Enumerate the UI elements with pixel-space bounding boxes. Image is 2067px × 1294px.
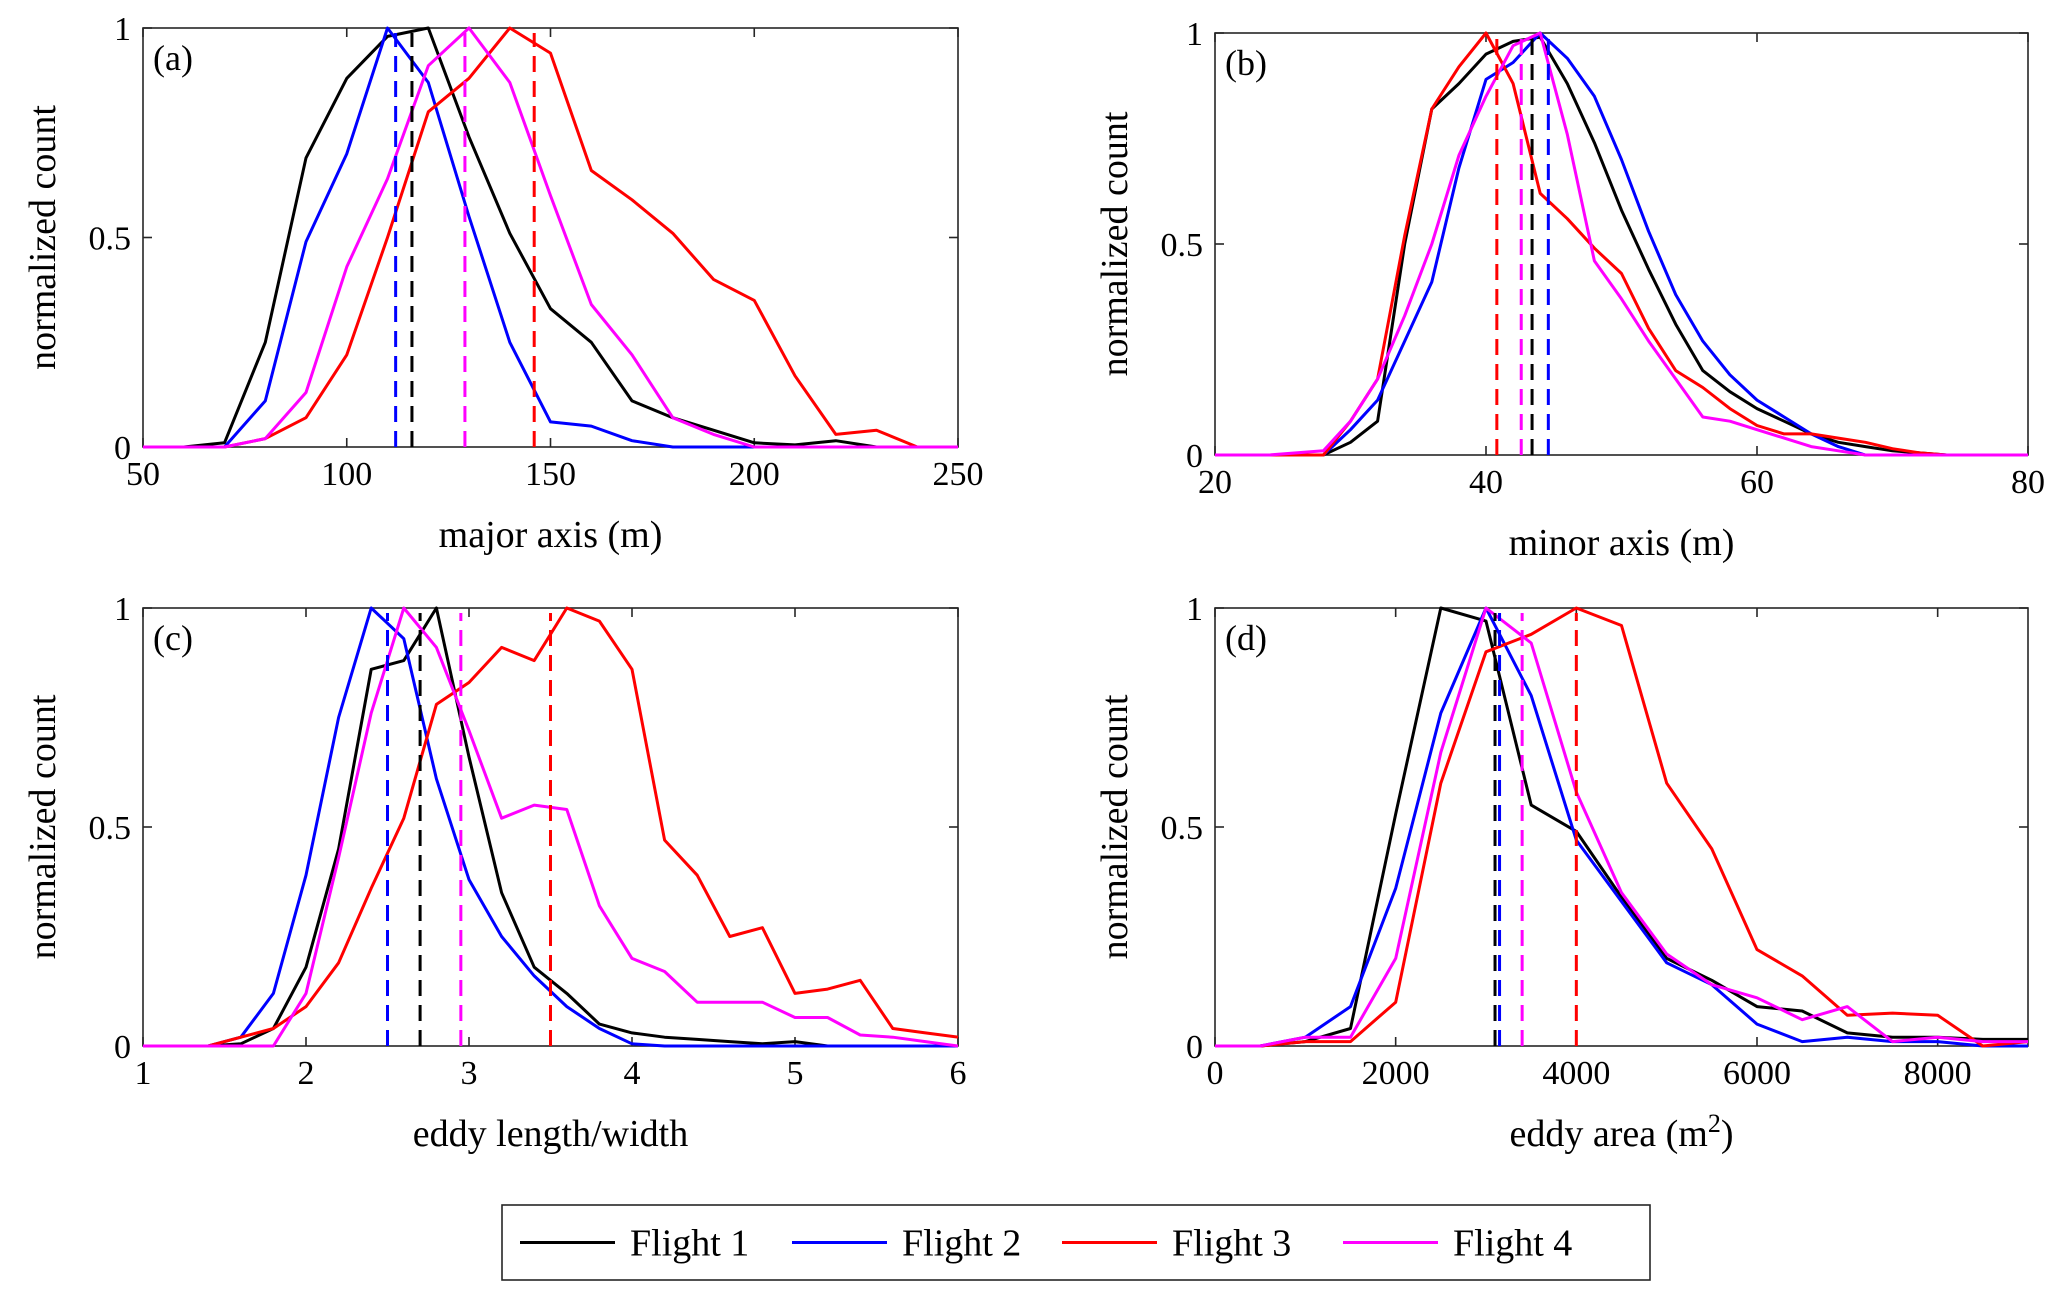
x-tick-label: 100 bbox=[321, 456, 372, 493]
panel-b: 20 40 60 80 0 0.5 1 (b) minor axis (m) normalized… bbox=[1094, 16, 2045, 564]
legend-label-2: Flight 2 bbox=[902, 1223, 1021, 1265]
y-tick-label: 0.5 bbox=[1161, 810, 1204, 847]
y-axis-label: normalized count bbox=[22, 694, 64, 959]
panel-d: 0 2000 4000 6000 8000 0 0.5 1 (d) eddy area (m2) n… bbox=[1094, 591, 2029, 1155]
x-tick-label: 20 bbox=[1198, 464, 1232, 501]
y-axis-label: normalized count bbox=[22, 105, 64, 370]
x-axis-label: eddy length/width bbox=[413, 1113, 688, 1155]
x-axis-label: minor axis (m) bbox=[1509, 522, 1735, 564]
panel-tag: (b) bbox=[1225, 43, 1267, 83]
x-tick-label: 1 bbox=[135, 1055, 152, 1092]
y-tick-label: 0.5 bbox=[89, 810, 132, 847]
series-line-flight-3 bbox=[1215, 606, 2028, 1048]
series-line-flight-2 bbox=[143, 26, 958, 449]
x-tick-label: 150 bbox=[525, 456, 576, 493]
y-tick-label: 0 bbox=[114, 430, 131, 467]
legend-label-4: Flight 4 bbox=[1453, 1223, 1572, 1265]
panel-c: 1 2 3 4 5 6 0 0.5 1 (c) eddy length/width normalize… bbox=[22, 591, 967, 1155]
panel-tag: (c) bbox=[153, 618, 193, 658]
series-line-flight-1 bbox=[1215, 35, 2028, 457]
panel-tag: (d) bbox=[1225, 618, 1267, 658]
x-tick-label: 50 bbox=[126, 456, 160, 493]
x-axis-label-sup: 2 bbox=[1708, 1109, 1721, 1138]
x-tick-label: 4000 bbox=[1542, 1055, 1610, 1092]
series-line-flight-3 bbox=[1215, 31, 2028, 457]
series-line-flight-1 bbox=[1215, 606, 2028, 1048]
y-tick-label: 1 bbox=[1186, 591, 1203, 628]
x-axis-label-base: eddy area (m bbox=[1510, 1113, 1708, 1155]
series-line-flight-4 bbox=[1215, 606, 2028, 1048]
series-line-flight-4 bbox=[1215, 31, 2028, 457]
y-tick-label: 0 bbox=[114, 1029, 131, 1066]
x-axis-label: major axis (m) bbox=[439, 514, 663, 556]
y-axis-label: normalized count bbox=[1094, 111, 1136, 376]
x-axis-label: eddy area (m2) bbox=[1510, 1109, 1734, 1155]
series-line-flight-2 bbox=[1215, 31, 2028, 457]
x-tick-label: 8000 bbox=[1904, 1055, 1972, 1092]
y-tick-label: 1 bbox=[114, 11, 131, 48]
series-line-flight-1 bbox=[143, 26, 958, 449]
series-line-flight-2 bbox=[1215, 606, 2028, 1048]
x-tick-label: 5 bbox=[787, 1055, 804, 1092]
axes-box bbox=[1214, 32, 2029, 456]
legend: Flight 1 Flight 2 Flight 3 Flight 4 bbox=[501, 1204, 1651, 1281]
x-tick-label: 40 bbox=[1469, 464, 1503, 501]
legend-label-1: Flight 1 bbox=[630, 1223, 749, 1265]
y-tick-label: 1 bbox=[1186, 16, 1203, 53]
y-tick-label: 0 bbox=[1186, 438, 1203, 475]
axes-box bbox=[142, 27, 959, 448]
x-tick-label: 6 bbox=[950, 1055, 967, 1092]
x-tick-label: 2000 bbox=[1362, 1055, 1430, 1092]
series-line-flight-4 bbox=[143, 26, 958, 449]
x-tick-label: 80 bbox=[2011, 464, 2045, 501]
axes-box bbox=[1214, 607, 2029, 1047]
panel-tag: (a) bbox=[153, 38, 193, 78]
x-tick-label: 250 bbox=[933, 456, 984, 493]
legend-label-3: Flight 3 bbox=[1172, 1223, 1291, 1265]
panel-a: 50 100 150 200 250 0 0.5 1 (a) major axis (m) norm… bbox=[22, 11, 984, 556]
y-axis-label: normalized count bbox=[1094, 694, 1136, 959]
y-tick-label: 0.5 bbox=[1161, 227, 1204, 264]
x-tick-label: 0 bbox=[1207, 1055, 1224, 1092]
x-tick-label: 4 bbox=[624, 1055, 641, 1092]
y-tick-label: 1 bbox=[114, 591, 131, 628]
y-tick-label: 0.5 bbox=[89, 221, 132, 258]
series-line-flight-3 bbox=[143, 26, 958, 449]
x-tick-label: 60 bbox=[1740, 464, 1774, 501]
x-tick-label: 3 bbox=[461, 1055, 478, 1092]
y-tick-label: 0 bbox=[1186, 1029, 1203, 1066]
x-tick-label: 2 bbox=[298, 1055, 315, 1092]
x-tick-label: 200 bbox=[729, 456, 780, 493]
x-tick-label: 6000 bbox=[1723, 1055, 1791, 1092]
x-axis-label-end: ) bbox=[1721, 1113, 1734, 1155]
